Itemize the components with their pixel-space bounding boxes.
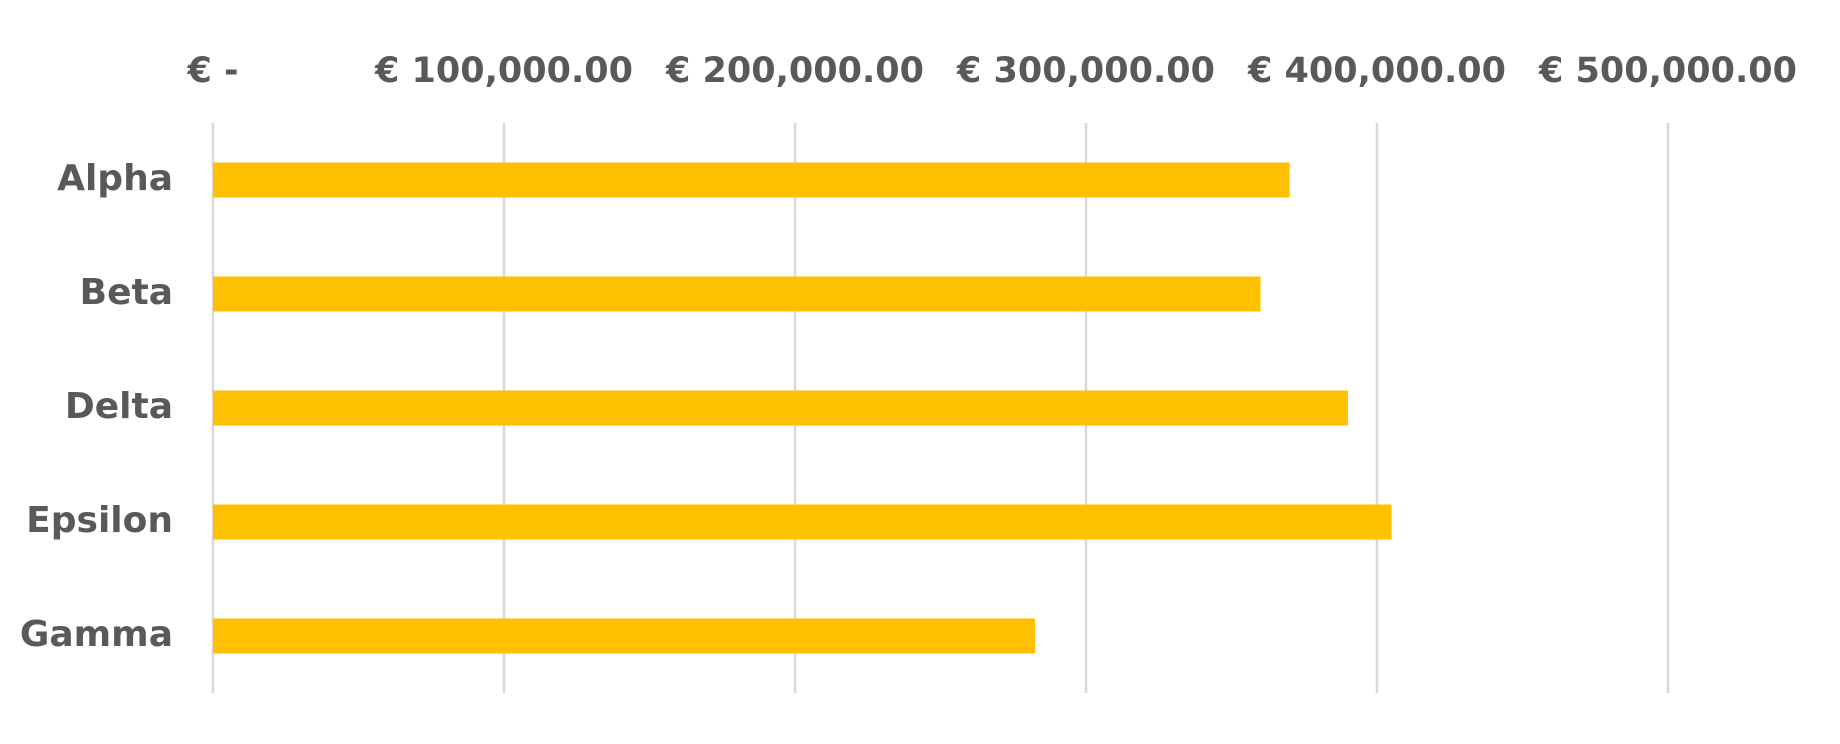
y-axis-category-labels: Alpha Beta Delta Epsilon Gamma xyxy=(20,158,173,655)
x-tick-label: € 100,000.00 xyxy=(374,51,633,91)
bar-gamma xyxy=(213,618,1036,654)
category-label: Delta xyxy=(65,386,173,427)
x-axis-tick-labels: € - € 100,000.00 € 200,000.00 € 300,000.00 €… xyxy=(186,51,1797,91)
x-tick-label: € 300,000.00 xyxy=(956,51,1215,91)
x-tick-label: € 400,000.00 xyxy=(1247,51,1506,91)
bar-epsilon xyxy=(213,504,1392,540)
category-label: Gamma xyxy=(20,614,173,655)
x-tick-label: € - xyxy=(186,51,238,91)
category-label: Epsilon xyxy=(26,500,173,541)
bar-beta xyxy=(213,276,1261,312)
bar-alpha xyxy=(213,162,1290,198)
category-label: Alpha xyxy=(57,158,173,199)
x-tick-label: € 200,000.00 xyxy=(665,51,924,91)
bars xyxy=(213,162,1392,654)
x-tick-label: € 500,000.00 xyxy=(1538,51,1797,91)
bar-delta xyxy=(213,390,1348,426)
category-label: Beta xyxy=(80,272,173,313)
